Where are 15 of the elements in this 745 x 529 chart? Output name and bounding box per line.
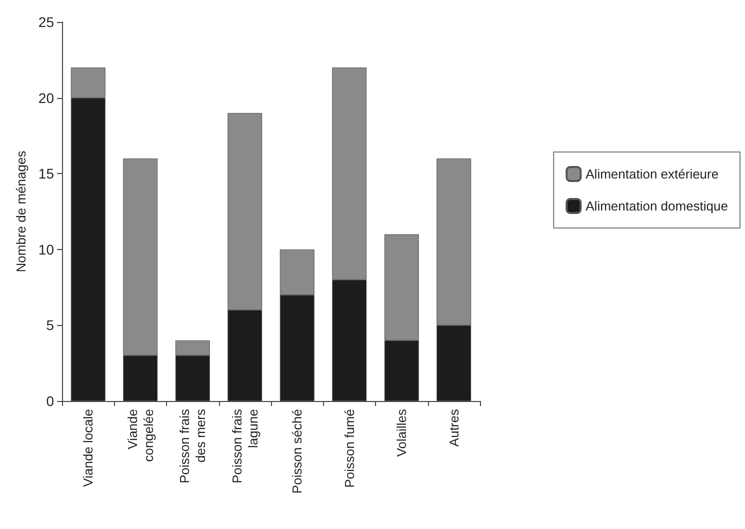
legend-label: Alimentation domestique: [586, 198, 728, 214]
x-tick-label: Volailles: [394, 408, 410, 457]
y-tick-label: 10: [38, 241, 54, 258]
y-tick-label: 15: [38, 166, 54, 182]
x-tick-label: Viande congelée: [124, 409, 156, 462]
y-tick-label: 20: [38, 90, 54, 106]
y-tick-label: 25: [38, 14, 54, 30]
y-axis-title: Nombre de ménages: [14, 150, 29, 272]
y-tick-label: 0: [46, 393, 54, 409]
legend-label: Alimentation extérieure: [586, 166, 719, 182]
x-tick-label: Poisson séché: [290, 409, 305, 494]
x-tick-label: Viande locale: [80, 409, 96, 487]
x-tick-label: Autres: [446, 408, 462, 447]
y-tick-label: 5: [46, 317, 54, 334]
x-tick-label: Poisson fumé: [342, 409, 357, 488]
